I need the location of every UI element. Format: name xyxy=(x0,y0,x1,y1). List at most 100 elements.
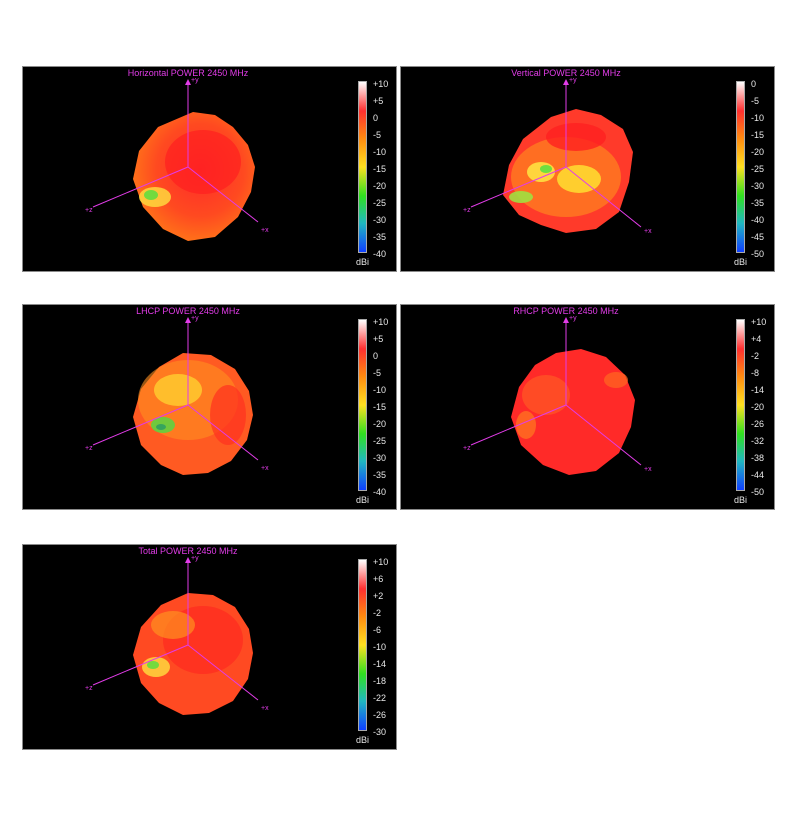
scale-tick: -35 xyxy=(373,232,387,242)
scale-tick: -8 xyxy=(751,368,760,378)
scale-unit: dBi xyxy=(356,735,370,745)
x-axis-label: +x xyxy=(261,705,269,712)
y-axis-label: +y xyxy=(569,77,577,84)
scale-tick: -25 xyxy=(373,198,387,208)
scale-tick: -25 xyxy=(373,436,387,446)
scale-tick: +10 xyxy=(373,79,389,89)
scale-tick: -5 xyxy=(373,368,382,378)
plot-title: Vertical POWER 2450 MHz xyxy=(511,68,621,78)
scale-tick: -26 xyxy=(751,419,765,429)
y-axis-arrow xyxy=(563,317,569,323)
x-axis xyxy=(565,404,642,466)
z-axis xyxy=(92,166,189,208)
green-spot xyxy=(540,165,552,173)
scale-tick: +2 xyxy=(373,591,384,601)
z-axis xyxy=(470,166,567,208)
warm-region xyxy=(151,611,195,639)
scale-unit: dBi xyxy=(356,257,370,267)
warm-region xyxy=(516,411,536,439)
z-axis-label: +z xyxy=(85,445,93,452)
scale-tick: 0 xyxy=(751,79,757,89)
scale-tick: -44 xyxy=(751,470,765,480)
warm-region xyxy=(522,375,570,415)
scale-tick: +10 xyxy=(373,557,389,567)
z-axis-label: +z xyxy=(463,207,471,214)
scale-tick: -25 xyxy=(751,164,765,174)
scale-tick: -26 xyxy=(373,710,387,720)
scale-tick: -18 xyxy=(373,676,387,686)
scale-tick: -38 xyxy=(751,453,765,463)
x-axis-label: +x xyxy=(261,227,269,234)
scale-tick: -30 xyxy=(751,181,765,191)
cool-spot xyxy=(527,162,555,182)
color-scale-bar xyxy=(358,319,367,491)
hot-spot xyxy=(165,130,241,194)
scale-unit: dBi xyxy=(734,495,748,505)
x-axis xyxy=(565,166,642,228)
z-axis-label: +z xyxy=(463,445,471,452)
scale-tick: +5 xyxy=(373,96,384,106)
plot-title: Horizontal POWER 2450 MHz xyxy=(127,68,249,78)
scale-tick: -50 xyxy=(751,487,765,497)
x-axis-label: +x xyxy=(644,466,652,473)
x-axis xyxy=(187,166,259,223)
scale-tick: -30 xyxy=(373,453,387,463)
scale-tick: -10 xyxy=(373,642,387,652)
scale-tick: -32 xyxy=(751,436,765,446)
scale-tick: -30 xyxy=(373,215,387,225)
total-power-plot: +y +z +x Total POWER 2450 MHz +10 +6 +2 … xyxy=(22,544,397,750)
scale-tick: 0 xyxy=(373,351,379,361)
scale-tick: +6 xyxy=(373,574,384,584)
x-axis-label: +x xyxy=(644,228,652,235)
scale-tick: -40 xyxy=(373,487,387,497)
z-axis xyxy=(92,644,189,686)
pattern-3d-render: +y +z +x xyxy=(85,315,269,475)
scale-tick: -22 xyxy=(373,693,387,703)
z-axis-label: +z xyxy=(85,207,93,214)
color-scale-bar xyxy=(736,319,745,491)
color-scale-bar xyxy=(358,81,367,253)
scale-unit: dBi xyxy=(356,495,370,505)
green-spot xyxy=(147,661,159,669)
x-axis xyxy=(187,404,259,461)
vertical-power-plot: +y +z +x Vertical POWER 2450 MHz 0 -5 -1… xyxy=(400,66,775,272)
y-axis-arrow xyxy=(563,79,569,85)
x-axis-label: +x xyxy=(261,465,269,472)
scale-tick: -2 xyxy=(373,608,382,618)
z-axis-label: +z xyxy=(85,685,93,692)
scale-tick: -40 xyxy=(751,215,765,225)
y-axis-label: +y xyxy=(191,555,199,562)
scale-tick: -6 xyxy=(373,625,382,635)
pattern-3d-render: +y +z +x xyxy=(85,77,269,241)
x-axis xyxy=(187,644,259,701)
horizontal-power-plot: +y +z +x Horizontal POWER 2450 MHz +10 +… xyxy=(22,66,397,272)
scale-tick: -20 xyxy=(373,181,387,191)
scale-tick: -15 xyxy=(373,402,387,412)
green-spot xyxy=(156,424,166,430)
cool-spot xyxy=(557,165,601,193)
hot-spot xyxy=(210,385,246,445)
scale-tick: +10 xyxy=(751,317,767,327)
pattern-3d-render: +y +z +x xyxy=(85,555,269,715)
scale-tick: -5 xyxy=(751,96,760,106)
scale-tick: -45 xyxy=(751,232,765,242)
pattern-3d-render: +y +z +x xyxy=(463,315,652,475)
y-axis-label: +y xyxy=(191,77,199,84)
y-axis-arrow xyxy=(185,79,191,85)
z-axis xyxy=(470,404,567,446)
y-axis-arrow xyxy=(185,317,191,323)
scale-tick: -10 xyxy=(373,147,387,157)
scale-tick: -15 xyxy=(751,130,765,140)
y-axis-label: +y xyxy=(569,315,577,322)
scale-tick: -20 xyxy=(373,419,387,429)
scale-tick: 0 xyxy=(373,113,379,123)
warm-region xyxy=(604,372,628,388)
scale-tick: +10 xyxy=(373,317,389,327)
scale-tick: -14 xyxy=(751,385,765,395)
scale-tick: -14 xyxy=(373,659,387,669)
y-axis-label: +y xyxy=(191,315,199,322)
rhcp-power-plot: +y +z +x RHCP POWER 2450 MHz +10 +4 -2 -… xyxy=(400,304,775,510)
lhcp-power-plot: +y +z +x LHCP POWER 2450 MHz +10 +5 0 -5… xyxy=(22,304,397,510)
scale-tick: -10 xyxy=(373,385,387,395)
scale-tick: -20 xyxy=(751,402,765,412)
